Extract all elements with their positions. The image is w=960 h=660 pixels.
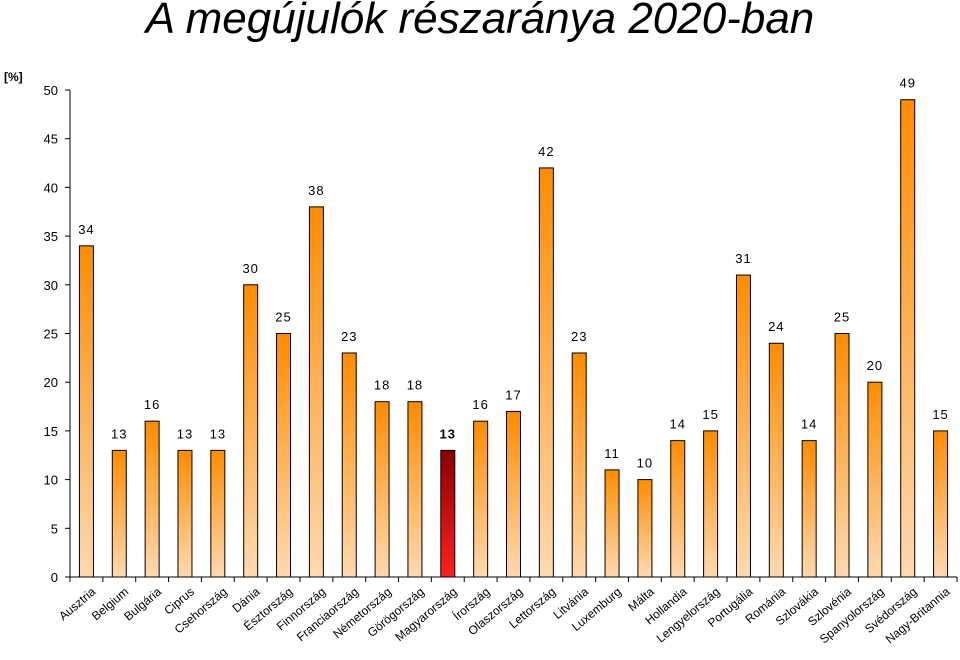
data-label-Lengyelország: 15: [702, 407, 718, 422]
data-label-Finnország: 38: [308, 183, 324, 198]
data-label-Nagy-Britannia: 15: [932, 407, 948, 422]
chart-title: A megújulók részaránya 2020-ban: [145, 0, 815, 43]
data-label-Lettország: 42: [538, 144, 554, 159]
bar-Görögország: [407, 401, 423, 578]
bar-Franciaország: [341, 352, 357, 578]
data-label-Görögország: 18: [407, 378, 423, 393]
data-labels: 34 13 16 13 13 30 25 38 23 18 18 13 16 17 42 23 11 10 14 15…: [78, 76, 948, 471]
bar-Románia: [768, 342, 784, 578]
bar-Lettország: [538, 167, 554, 578]
bar-Szlovénia: [834, 333, 850, 578]
data-label-Ausztria: 34: [78, 222, 94, 237]
bar-Írország: [473, 420, 489, 578]
bar-Litvánia: [571, 352, 587, 578]
bar-Málta: [637, 479, 653, 578]
data-label-Bulgária: 16: [144, 397, 160, 412]
bars: [78, 99, 949, 578]
bar-Magyarország: [440, 449, 456, 578]
data-label-Szlovákia: 14: [801, 417, 817, 432]
data-label-Észtország: 25: [275, 310, 291, 325]
data-label-Spanyolország: 20: [867, 358, 883, 373]
y-tick-label: 30: [44, 278, 58, 293]
data-label-Csehország: 13: [210, 426, 226, 441]
y-tick-label: 0: [51, 570, 58, 585]
data-label-Ciprus: 13: [177, 426, 193, 441]
data-label-Franciaország: 23: [341, 329, 357, 344]
data-label-Németország: 18: [374, 378, 390, 393]
data-label-Írország: 16: [472, 397, 488, 412]
y-tick-label: 25: [44, 327, 58, 342]
data-label-Portugália: 31: [735, 251, 751, 266]
bar-Olaszország: [506, 410, 521, 578]
bar-Svédország: [900, 99, 916, 578]
bar-Luxemburg: [604, 469, 620, 578]
y-tick-label: 5: [51, 521, 58, 536]
bar-Belgium: [111, 449, 127, 578]
data-label-Belgium: 13: [111, 426, 127, 441]
y-tick-label: 15: [44, 424, 58, 439]
data-label-Románia: 24: [768, 319, 784, 334]
data-label-Luxemburg: 11: [604, 446, 620, 461]
bar-Ciprus: [177, 449, 193, 578]
y-axis-unit-label: [%]: [4, 70, 23, 84]
bar-Németország: [374, 401, 390, 578]
data-label-Olaszország: 17: [505, 387, 521, 402]
bar-Szlovákia: [801, 440, 817, 578]
bar-Ausztria: [78, 245, 94, 578]
bar-Dánia: [243, 284, 259, 578]
bar-Portugália: [735, 274, 751, 578]
y-tick-label: 10: [44, 473, 58, 488]
bar-Finnország: [308, 206, 324, 578]
y-tick-label: 45: [44, 132, 58, 147]
bar-Észtország: [276, 333, 292, 578]
bar-Nagy-Britannia: [933, 430, 949, 578]
bar-Spanyolország: [867, 381, 883, 578]
data-label-Málta: 10: [637, 456, 653, 471]
bar-Hollandia: [670, 440, 686, 578]
data-label-Dánia: 30: [242, 261, 258, 276]
y-tick-label: 40: [44, 180, 58, 195]
data-label-Svédország: 49: [899, 76, 915, 91]
data-label-Hollandia: 14: [670, 417, 686, 432]
category-label-Bulgária: Bulgária: [121, 584, 164, 623]
bar-Bulgária: [144, 420, 160, 578]
y-tick-label: 50: [44, 83, 58, 98]
data-label-Litvánia: 23: [571, 329, 587, 344]
data-label-Magyarország: 13: [440, 426, 456, 441]
data-label-Szlovénia: 25: [834, 310, 850, 325]
bar-Lengyelország: [703, 430, 719, 578]
y-tick-label: 35: [44, 229, 58, 244]
bar-Csehország: [210, 449, 226, 578]
y-tick-label: 20: [44, 375, 58, 390]
